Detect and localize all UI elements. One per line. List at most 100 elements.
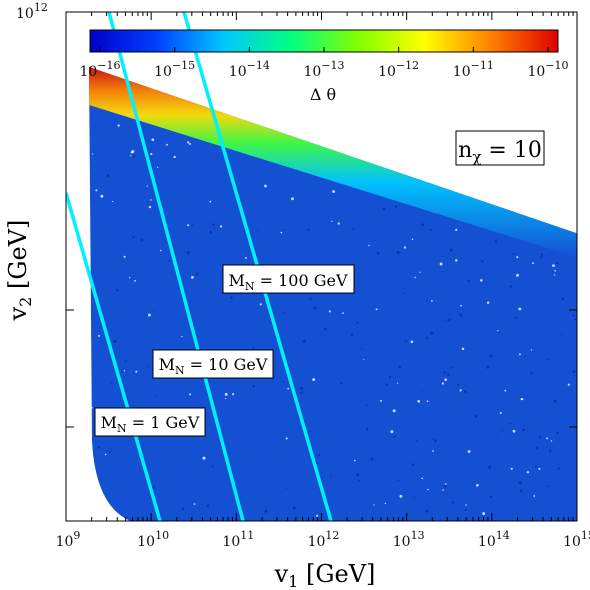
colorbar-tick-label: 10−13: [303, 59, 344, 80]
scatter-point: [146, 185, 148, 187]
scatter-point: [244, 256, 247, 259]
scatter-point: [546, 437, 549, 440]
scatter-point: [414, 276, 416, 279]
scatter-point: [264, 509, 268, 513]
scatter-point: [151, 138, 155, 142]
scatter-point: [398, 365, 401, 369]
scatter-point: [530, 349, 533, 351]
scatter-point: [546, 358, 549, 361]
scatter-point: [421, 389, 423, 391]
scatter-point: [574, 318, 576, 321]
scatter-point: [455, 259, 458, 262]
scatter-point: [556, 431, 560, 435]
scatter-point: [132, 155, 136, 158]
scatter-point: [496, 437, 498, 439]
scatter-point: [224, 392, 228, 396]
scatter-point: [520, 398, 523, 401]
scatter-point: [219, 225, 223, 228]
scatter-point: [540, 253, 543, 256]
scatter-point: [481, 260, 484, 263]
colorbar-tick-label: 10−14: [229, 59, 270, 80]
scatter-point: [168, 259, 171, 262]
scatter-point: [104, 453, 107, 456]
scatter-point: [426, 299, 429, 302]
scatter-point: [307, 228, 310, 231]
scatter-point: [531, 262, 534, 265]
scatter-point: [444, 484, 448, 488]
scatter-point: [285, 437, 288, 440]
scatter-point: [489, 495, 493, 498]
scatter-point: [485, 300, 487, 303]
scatter-point: [191, 276, 194, 279]
scatter-point: [443, 492, 446, 494]
scatter-point: [159, 249, 162, 252]
scatter-point: [552, 264, 555, 267]
scatter-point: [363, 357, 366, 360]
mass-line: [66, 192, 162, 521]
scatter-point: [512, 253, 515, 255]
scatter-point: [111, 200, 114, 203]
scatter-edge-band: [89, 67, 577, 258]
scatter-point: [292, 506, 296, 510]
scatter-point: [154, 395, 157, 397]
scatter-point: [519, 489, 523, 493]
scatter-point: [486, 301, 490, 304]
scatter-point: [402, 292, 405, 294]
mass-line: [107, 12, 245, 521]
scatter-point: [465, 504, 467, 506]
scatter-point: [264, 184, 267, 188]
scatter-point: [572, 314, 575, 317]
scatter-point: [193, 503, 196, 505]
scatter-point: [429, 228, 432, 232]
scatter-point: [553, 274, 556, 276]
scatter-point: [467, 279, 470, 283]
scatter-point: [494, 240, 498, 243]
x-axis-title: v1 [GeV]: [274, 560, 376, 590]
x-tick-label: 109: [56, 529, 81, 550]
scatter-point: [509, 285, 513, 288]
scatter-point: [567, 383, 570, 386]
scatter-point: [287, 387, 290, 390]
x-tick-label: 1011: [222, 529, 254, 550]
scatter-point: [390, 430, 394, 434]
scatter-point: [148, 205, 152, 209]
scatter-point: [396, 250, 400, 254]
scatter-point: [384, 502, 387, 505]
scatter-point: [356, 321, 359, 324]
scatter-point: [448, 318, 452, 321]
scatter-point: [486, 366, 490, 369]
scatter-point: [361, 348, 363, 350]
scatter-point: [140, 238, 144, 242]
scatter-point: [439, 262, 443, 266]
scatter-point: [375, 308, 378, 311]
scatter-point: [534, 465, 538, 468]
scatter-point: [522, 428, 525, 432]
scatter-point: [117, 124, 120, 127]
scatter-point: [209, 231, 212, 234]
scatter-point: [313, 306, 317, 310]
scatter-point: [370, 458, 374, 461]
scatter-point: [130, 154, 132, 157]
scatter-point: [187, 224, 190, 227]
scatter-point: [415, 439, 418, 442]
scatter-point: [106, 174, 110, 177]
scatter-point: [211, 465, 214, 468]
colorbar-label: Δ θ: [310, 85, 336, 104]
scatter-point: [510, 467, 513, 470]
scatter-point: [555, 262, 559, 265]
n-chi-annotation: nχ = 10: [455, 130, 545, 166]
scatter-point: [188, 142, 191, 146]
scatter-point: [561, 297, 564, 300]
scatter-point: [467, 450, 471, 453]
scatter-point: [283, 311, 286, 315]
scatter-point: [209, 200, 212, 203]
scatter-point: [403, 246, 406, 249]
scatter-point: [397, 479, 400, 482]
scatter-point: [443, 371, 446, 374]
scatter-point: [354, 459, 356, 462]
scatter-point: [376, 251, 380, 255]
plot-area: [66, 12, 577, 521]
scatter-point: [476, 483, 479, 487]
scatter-point: [157, 166, 159, 168]
